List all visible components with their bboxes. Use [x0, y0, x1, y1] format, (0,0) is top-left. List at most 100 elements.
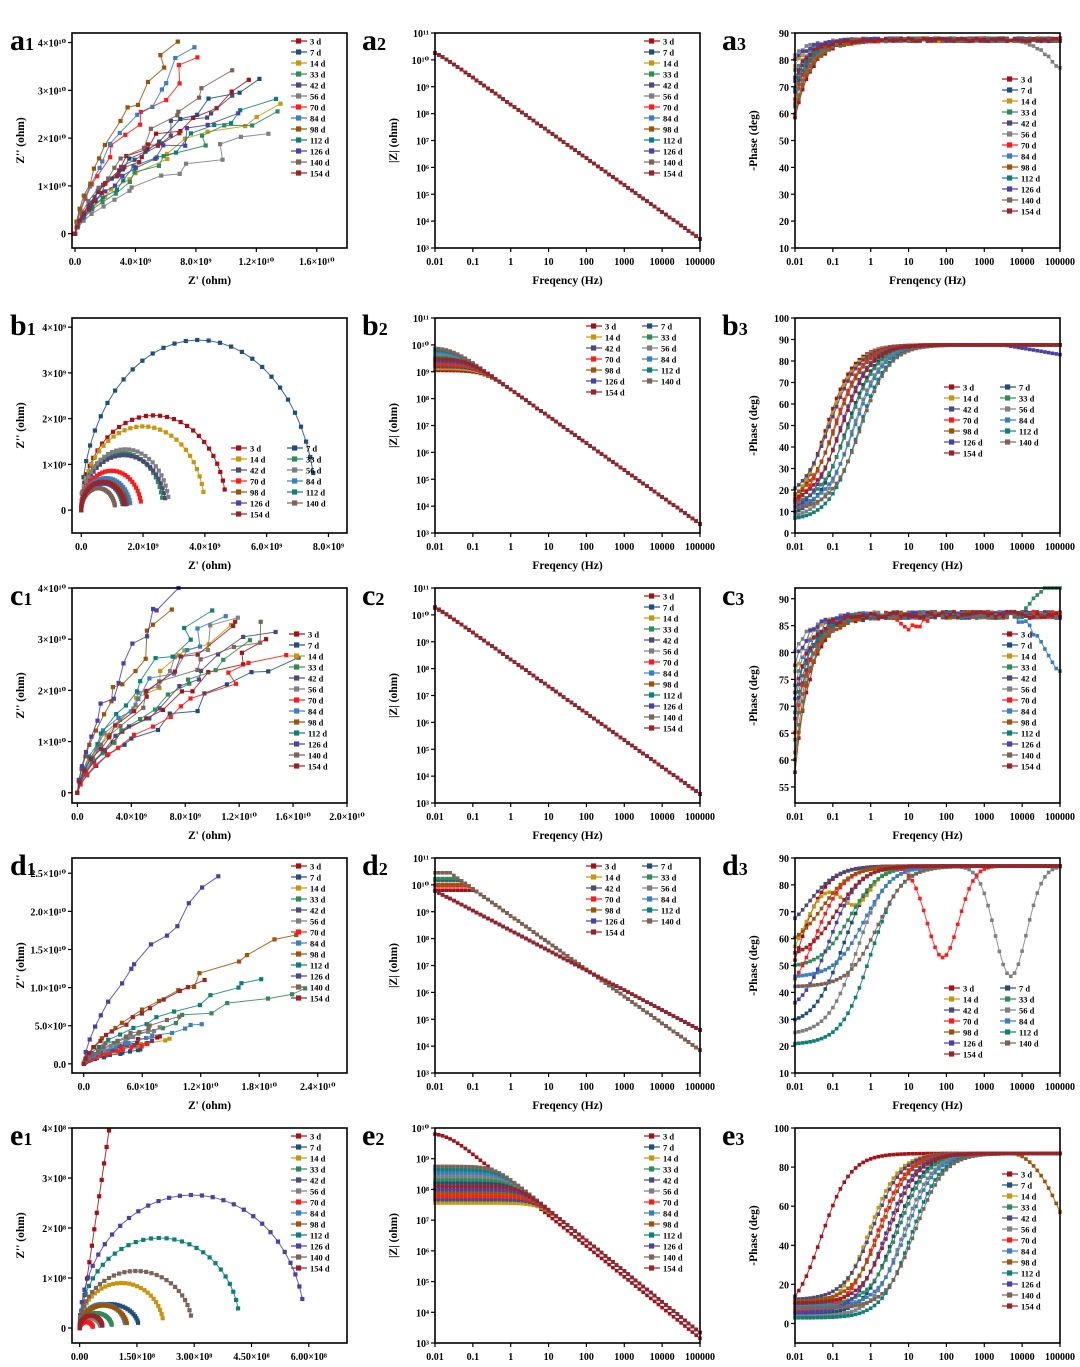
y-tick-label: 2×10¹⁰: [38, 134, 67, 145]
data-point: [127, 188, 132, 193]
data-point: [527, 401, 532, 405]
series-98-days: [72, 39, 180, 236]
legend-label: 98 d: [605, 366, 621, 376]
legend-item: 14 d: [644, 59, 679, 69]
data-point: [88, 443, 93, 448]
data-point: [865, 365, 869, 370]
y-tick-label: 10³: [416, 244, 429, 255]
legend-item: 154 d: [944, 449, 983, 459]
data-point: [861, 356, 865, 360]
data-point: [141, 145, 147, 150]
data-point: [815, 487, 820, 491]
data-point: [842, 468, 846, 472]
data-point: [584, 441, 589, 445]
data-point: [215, 461, 220, 466]
legend-marker: [296, 159, 302, 165]
data-point: [444, 357, 449, 362]
data-point: [808, 493, 812, 497]
data-point: [165, 489, 170, 494]
data-point: [997, 343, 1002, 347]
data-point: [819, 54, 824, 58]
data-point: [1027, 347, 1032, 352]
data-point: [808, 487, 812, 491]
data-point: [812, 476, 816, 481]
data-point: [880, 353, 884, 357]
data-point: [815, 501, 820, 506]
legend-marker: [1007, 186, 1013, 192]
data-point: [804, 478, 809, 482]
data-point: [94, 465, 99, 470]
data-point: [106, 438, 111, 443]
data-point: [109, 187, 114, 192]
data-point: [137, 457, 142, 462]
data-point: [1054, 36, 1058, 41]
data-point: [797, 78, 801, 83]
series-line: [434, 364, 701, 525]
data-point: [136, 492, 142, 497]
legend-marker: [649, 82, 655, 88]
data-point: [110, 477, 115, 482]
x-axis: 0.01 0.1 1 10 100 1000 10000 100000: [786, 533, 1075, 553]
data-point: [645, 199, 649, 203]
data-point: [978, 38, 983, 43]
y-axis-label: Z'' (ohm): [15, 402, 27, 448]
data-point: [108, 455, 114, 460]
data-point: [112, 165, 117, 170]
series-layer: [72, 39, 283, 236]
data-point: [230, 68, 235, 73]
series-line: [435, 366, 701, 525]
data-point: [444, 364, 449, 369]
legend-marker: [649, 49, 655, 55]
data-point: [114, 448, 119, 453]
data-point: [823, 494, 828, 499]
data-point: [872, 364, 877, 368]
legend-marker: [649, 60, 655, 66]
legend-item: 7 d: [642, 322, 672, 332]
data-point: [121, 377, 126, 382]
data-point: [903, 350, 907, 355]
data-point: [842, 39, 846, 43]
legend-marker: [949, 439, 955, 445]
data-point: [797, 512, 801, 516]
y-tick-label: 20: [779, 217, 789, 228]
legend-label: 3 d: [605, 322, 616, 332]
data-point: [158, 427, 163, 432]
series-154-days: [79, 479, 127, 513]
data-point: [853, 418, 858, 423]
legend-marker: [1005, 395, 1011, 401]
data-point: [91, 465, 97, 470]
data-point: [135, 488, 140, 493]
data-point: [531, 403, 536, 408]
data-point: [834, 39, 839, 43]
data-point: [865, 375, 869, 380]
data-point: [850, 40, 854, 44]
y-tick-label: 10³: [416, 529, 429, 540]
data-point: [101, 459, 106, 464]
data-point: [103, 189, 108, 194]
data-point: [96, 185, 101, 190]
data-point: [1012, 39, 1017, 43]
data-point: [838, 395, 843, 400]
y-tick-label: 10¹⁰: [412, 56, 430, 67]
data-point: [125, 474, 130, 480]
data-point: [831, 411, 835, 415]
legend-marker: [647, 345, 653, 351]
y-tick-label: 3×10⁹: [42, 369, 66, 380]
data-point: [118, 491, 123, 496]
data-point: [437, 355, 441, 360]
legend-label: 33 d: [1021, 108, 1037, 118]
data-point: [630, 473, 634, 478]
x-axis: 0.0 2.0×10⁹ 4.0×10⁹ 6.0×10⁹ 8.0×10⁹: [75, 533, 344, 553]
data-point: [554, 134, 558, 139]
data-point: [842, 401, 846, 406]
legend-marker: [1007, 109, 1013, 115]
data-point: [103, 181, 108, 186]
data-point: [800, 514, 805, 519]
data-point: [804, 509, 809, 514]
data-point: [1020, 346, 1024, 350]
data-point: [831, 44, 835, 49]
data-point: [467, 73, 471, 77]
data-point: [831, 40, 835, 44]
data-point: [125, 105, 130, 110]
data-point: [183, 143, 188, 148]
